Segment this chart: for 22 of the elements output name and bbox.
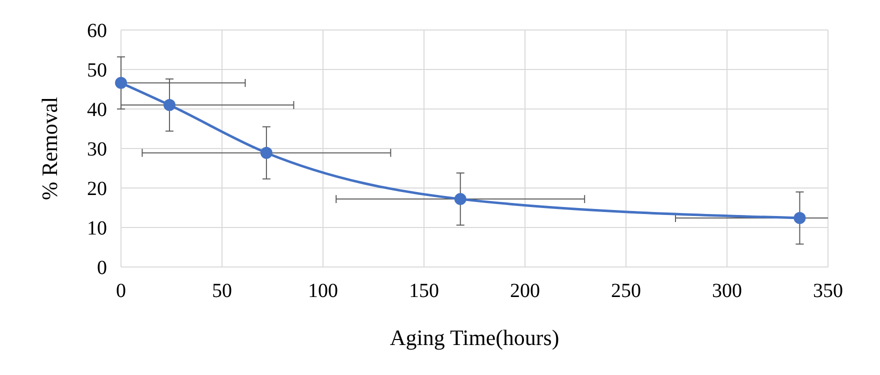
point xyxy=(794,212,806,224)
y-tick-label: 10 xyxy=(87,218,107,240)
x-tick-label: 100 xyxy=(308,280,338,302)
y-tick-label: 0 xyxy=(97,257,107,279)
y-tick-label: 60 xyxy=(87,20,107,42)
point xyxy=(260,146,272,159)
x-tick-label: 300 xyxy=(712,280,742,302)
y-tick-label: 20 xyxy=(87,178,107,200)
y-axis-title: % Removal xyxy=(37,96,62,200)
x-tick-label: 250 xyxy=(611,280,641,302)
y-tick-label: 50 xyxy=(87,60,107,82)
x-tick-label: 0 xyxy=(116,280,126,302)
x-tick-label: 350 xyxy=(813,280,843,302)
point xyxy=(163,99,176,112)
y-tick-label: 40 xyxy=(87,99,107,121)
point xyxy=(115,76,127,89)
x-tick-label: 50 xyxy=(212,280,232,302)
point xyxy=(454,193,466,206)
x-axis-title: Aging Time(hours) xyxy=(390,325,560,350)
x-tick-label: 200 xyxy=(510,280,540,302)
x-tick-label: 150 xyxy=(409,280,439,302)
y-tick-label: 30 xyxy=(87,138,107,160)
